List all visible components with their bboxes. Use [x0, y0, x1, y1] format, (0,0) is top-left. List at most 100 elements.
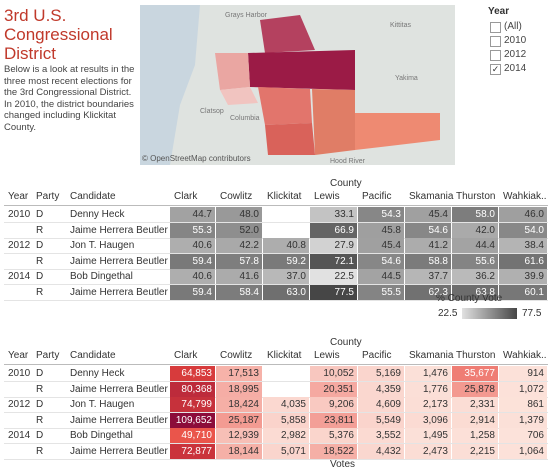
value-cell: 22.5: [310, 269, 357, 284]
value-cell: 54.6: [405, 222, 451, 238]
value-cell: 36.2: [452, 269, 498, 284]
value-cell: 18,144: [216, 443, 262, 459]
value-cell: 1,776: [405, 381, 451, 397]
party: D: [36, 209, 44, 220]
value-cell: 1,495: [405, 428, 451, 443]
checkbox[interactable]: [490, 22, 501, 33]
map-label: Hood River: [330, 158, 366, 165]
county-lewis: [248, 50, 355, 90]
filter-option[interactable]: 2012: [504, 49, 527, 60]
value-cell: 25,187: [216, 412, 262, 428]
value-cell: 27.9: [310, 238, 357, 253]
candidate: Jaime Herrera Beutler: [70, 445, 168, 457]
map-label: Columbia: [230, 115, 260, 122]
column-header: Clark: [174, 350, 198, 361]
filter-option[interactable]: 2014: [504, 63, 527, 74]
party: D: [36, 430, 44, 441]
column-header: Lewis: [314, 191, 340, 202]
legend-min: 22.5: [438, 308, 458, 319]
candidate: Jaime Herrera Beutler: [70, 255, 168, 267]
column-header: Candidate: [70, 191, 116, 202]
value-cell: 74,799: [170, 397, 215, 412]
table-footer: Votes: [330, 459, 356, 470]
value-cell: 37.0: [263, 269, 309, 284]
value-cell: 2,982: [263, 428, 309, 443]
value-cell: 40.8: [263, 238, 309, 253]
candidate: Bob Dingethal: [70, 430, 133, 441]
filter-option[interactable]: (All): [504, 21, 522, 32]
map: Grays Harbor Kittitas Yakima Clatsop Col…: [140, 5, 455, 165]
value-cell: 41.6: [216, 269, 262, 284]
value-cell: 37.7: [405, 269, 451, 284]
value-cell: 3,096: [405, 412, 451, 428]
checkbox[interactable]: [490, 50, 501, 61]
map-label: Yakima: [395, 75, 418, 82]
value-cell: 64,853: [170, 366, 215, 381]
value-cell: 48.0: [216, 207, 262, 222]
column-header: Thurston: [456, 191, 496, 202]
value-cell: 66.9: [310, 222, 357, 238]
year: 2012: [8, 240, 31, 251]
county-klickitat: [355, 113, 440, 150]
ocean: [140, 5, 200, 165]
year: 2010: [8, 368, 31, 379]
party: R: [36, 224, 44, 236]
legend-title: % County Vote: [436, 293, 503, 304]
value-cell: 706: [499, 428, 547, 443]
value-cell: 58.4: [216, 284, 262, 300]
value-cell: 72.1: [310, 253, 357, 269]
county-clark: [265, 123, 315, 155]
column-header: Skamania: [409, 191, 454, 202]
map-label: Grays Harbor: [225, 12, 268, 19]
column-header: Pacific: [362, 350, 392, 361]
value-cell: 62.3: [405, 284, 451, 300]
value-cell: 4,609: [358, 397, 404, 412]
candidate: Denny Heck: [70, 368, 125, 379]
party: D: [36, 271, 44, 282]
column-group: County: [330, 178, 362, 189]
column-header: Cowlitz: [220, 191, 253, 202]
value-cell: 41.2: [405, 238, 451, 253]
value-cell: 45.8: [358, 222, 404, 238]
county-cowlitz: [258, 87, 312, 125]
value-cell: 4,432: [358, 443, 404, 459]
value-cell: 42.2: [216, 238, 262, 253]
value-cell: 1,072: [499, 381, 547, 397]
county-skamania: [312, 89, 355, 155]
column-header: Skamania: [409, 350, 454, 361]
title: 3rd U.S. Congressional District: [4, 6, 113, 63]
value-cell: 54.3: [358, 207, 404, 222]
filter-option[interactable]: 2010: [504, 35, 527, 46]
column-header: Pacific: [362, 191, 392, 202]
value-cell: 46.0: [499, 207, 547, 222]
year: 2010: [8, 209, 31, 220]
value-cell: 61.6: [499, 253, 547, 269]
column-group: County: [330, 337, 362, 348]
value-cell: 5,071: [263, 443, 309, 459]
value-cell: 63.0: [263, 284, 309, 300]
value-cell: 57.8: [216, 253, 262, 269]
column-header: Party: [36, 191, 60, 202]
value-cell: 42.0: [452, 222, 498, 238]
value-cell: 18,995: [216, 381, 262, 397]
value-cell: 23,811: [310, 412, 357, 428]
value-cell: 45.4: [405, 207, 451, 222]
value-cell: 44.4: [452, 238, 498, 253]
value-cell: 109,652: [170, 412, 215, 428]
year: 2014: [8, 430, 31, 441]
value-cell: 33.1: [310, 207, 357, 222]
value-cell: 1,476: [405, 366, 451, 381]
checkbox[interactable]: ✓: [490, 64, 501, 75]
value-cell: 77.5: [310, 284, 357, 300]
value-cell: 5,376: [310, 428, 357, 443]
value-cell: 59.2: [263, 253, 309, 269]
party: D: [36, 368, 44, 379]
candidate: Bob Dingethal: [70, 271, 133, 282]
value-cell: 52.0: [216, 222, 262, 238]
map-label: Clatsop: [200, 108, 224, 115]
value-cell: 38.4: [499, 238, 547, 253]
checkbox[interactable]: [490, 36, 501, 47]
value-cell: 5,858: [263, 412, 309, 428]
legend-max: 77.5: [522, 308, 542, 319]
value-cell: 49,710: [170, 428, 215, 443]
